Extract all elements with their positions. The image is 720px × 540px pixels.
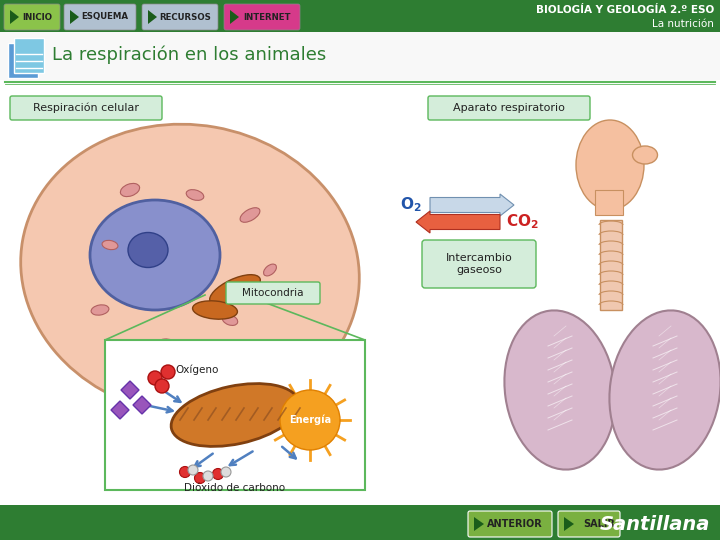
FancyBboxPatch shape (428, 96, 590, 120)
FancyBboxPatch shape (468, 511, 552, 537)
FancyBboxPatch shape (142, 4, 218, 30)
FancyBboxPatch shape (10, 96, 162, 120)
Text: La respiración en los animales: La respiración en los animales (52, 46, 326, 64)
Text: SALIR: SALIR (583, 519, 615, 529)
Ellipse shape (120, 184, 140, 197)
Text: Aparato respiratorio: Aparato respiratorio (453, 103, 565, 113)
Bar (595, 190, 623, 215)
Polygon shape (133, 396, 151, 414)
Circle shape (221, 467, 231, 477)
Polygon shape (10, 10, 19, 24)
Ellipse shape (102, 240, 118, 249)
Ellipse shape (222, 315, 238, 326)
Text: INICIO: INICIO (22, 12, 52, 22)
Ellipse shape (155, 339, 175, 351)
Text: Dióxido de carbono: Dióxido de carbono (184, 483, 286, 493)
Circle shape (148, 371, 162, 385)
Ellipse shape (21, 124, 359, 416)
FancyBboxPatch shape (64, 4, 136, 30)
Ellipse shape (505, 310, 616, 470)
Bar (600, 220, 622, 310)
FancyBboxPatch shape (422, 240, 536, 288)
Polygon shape (230, 10, 239, 24)
Polygon shape (148, 10, 157, 24)
Text: $\mathbf{CO_2}$: $\mathbf{CO_2}$ (506, 213, 539, 231)
Polygon shape (111, 401, 129, 419)
Text: Intercambio
gaseoso: Intercambio gaseoso (446, 253, 513, 275)
Circle shape (161, 365, 175, 379)
Ellipse shape (240, 208, 260, 222)
FancyArrow shape (416, 211, 500, 233)
Text: INTERNET: INTERNET (243, 12, 291, 22)
Text: La nutrición: La nutrición (652, 19, 714, 29)
FancyArrow shape (430, 194, 514, 216)
Text: BIOLOGÍA Y GEOLOGÍA 2.º ESO: BIOLOGÍA Y GEOLOGÍA 2.º ESO (536, 5, 714, 15)
Text: Respiración celular: Respiración celular (33, 103, 139, 113)
Circle shape (212, 469, 223, 480)
FancyBboxPatch shape (558, 511, 620, 537)
Circle shape (194, 472, 205, 483)
Ellipse shape (192, 301, 238, 319)
Ellipse shape (210, 275, 261, 305)
FancyBboxPatch shape (224, 4, 300, 30)
Ellipse shape (91, 305, 109, 315)
Bar (0, 505, 720, 540)
Bar (0, 0, 720, 32)
Polygon shape (564, 517, 574, 531)
Circle shape (280, 390, 340, 450)
Bar (105, 340, 365, 490)
FancyBboxPatch shape (226, 282, 320, 304)
Ellipse shape (609, 310, 720, 470)
Bar (8, 43, 38, 78)
Circle shape (179, 467, 191, 477)
Ellipse shape (576, 120, 644, 210)
Text: Energía: Energía (289, 415, 331, 426)
Polygon shape (474, 517, 484, 531)
Ellipse shape (90, 200, 220, 310)
Ellipse shape (186, 190, 204, 200)
Text: ANTERIOR: ANTERIOR (487, 519, 543, 529)
Ellipse shape (128, 233, 168, 267)
Ellipse shape (632, 146, 657, 164)
Text: Mitocondria: Mitocondria (242, 288, 304, 298)
Polygon shape (70, 10, 79, 24)
Text: Oxígeno: Oxígeno (175, 364, 218, 375)
Bar (0, 32, 720, 80)
Circle shape (188, 465, 198, 475)
Circle shape (203, 471, 213, 481)
Text: RECURSOS: RECURSOS (159, 12, 211, 22)
FancyBboxPatch shape (4, 4, 60, 30)
Text: Santillana: Santillana (600, 515, 710, 534)
Text: ESQUEMA: ESQUEMA (81, 12, 128, 22)
Polygon shape (121, 381, 139, 399)
Ellipse shape (171, 383, 299, 447)
Text: $\mathbf{O_2}$: $\mathbf{O_2}$ (400, 195, 422, 214)
Bar (14, 38, 44, 73)
Bar (0, 35, 720, 505)
Ellipse shape (264, 264, 276, 276)
Circle shape (155, 379, 169, 393)
